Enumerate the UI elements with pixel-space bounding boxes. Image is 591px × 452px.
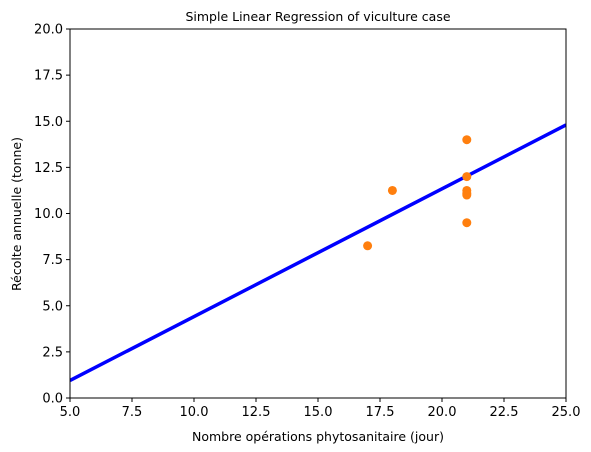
axes: 5.0 7.5 10.0 12.5 15.0 17.5 20.0 22.5 25.0 0.0 2.5… xyxy=(34,23,580,421)
x-tick-label: 10.0 xyxy=(180,405,209,420)
x-tick-label: 15.0 xyxy=(304,405,333,420)
y-tick-label: 12.5 xyxy=(34,161,63,176)
series-layer xyxy=(70,123,566,383)
data-point xyxy=(387,185,397,195)
x-axis-label: Nombre opérations phytosanitaire (jour) xyxy=(192,429,444,444)
y-tick-label: 20.0 xyxy=(34,23,63,38)
y-tick-label: 10.0 xyxy=(34,207,63,222)
x-tick-label: 20.0 xyxy=(428,405,457,420)
y-tick-label: 17.5 xyxy=(34,69,63,84)
x-tick-label: 5.0 xyxy=(60,405,81,420)
y-tick-label: 0.0 xyxy=(42,392,63,407)
x-tick-label: 7.5 xyxy=(122,405,143,420)
data-point xyxy=(363,241,373,251)
y-tick-label: 2.5 xyxy=(42,345,63,360)
y-axis-label: Récolte annuelle (tonne) xyxy=(9,137,24,291)
y-tick-label: 7.5 xyxy=(42,253,63,268)
x-tick-label: 25.0 xyxy=(552,405,581,420)
x-tick-label: 17.5 xyxy=(366,405,395,420)
chart-title: Simple Linear Regression of viculture ca… xyxy=(185,9,450,24)
x-tick-label: 22.5 xyxy=(490,405,519,420)
data-point xyxy=(462,172,472,182)
plot-area xyxy=(70,123,566,383)
x-tick-label: 12.5 xyxy=(242,405,271,420)
y-tick-label: 15.0 xyxy=(34,115,63,130)
y-tick-label: 5.0 xyxy=(42,299,63,314)
data-point xyxy=(462,188,472,198)
data-point xyxy=(462,135,472,145)
data-point xyxy=(462,218,472,228)
regression-line xyxy=(70,123,566,383)
